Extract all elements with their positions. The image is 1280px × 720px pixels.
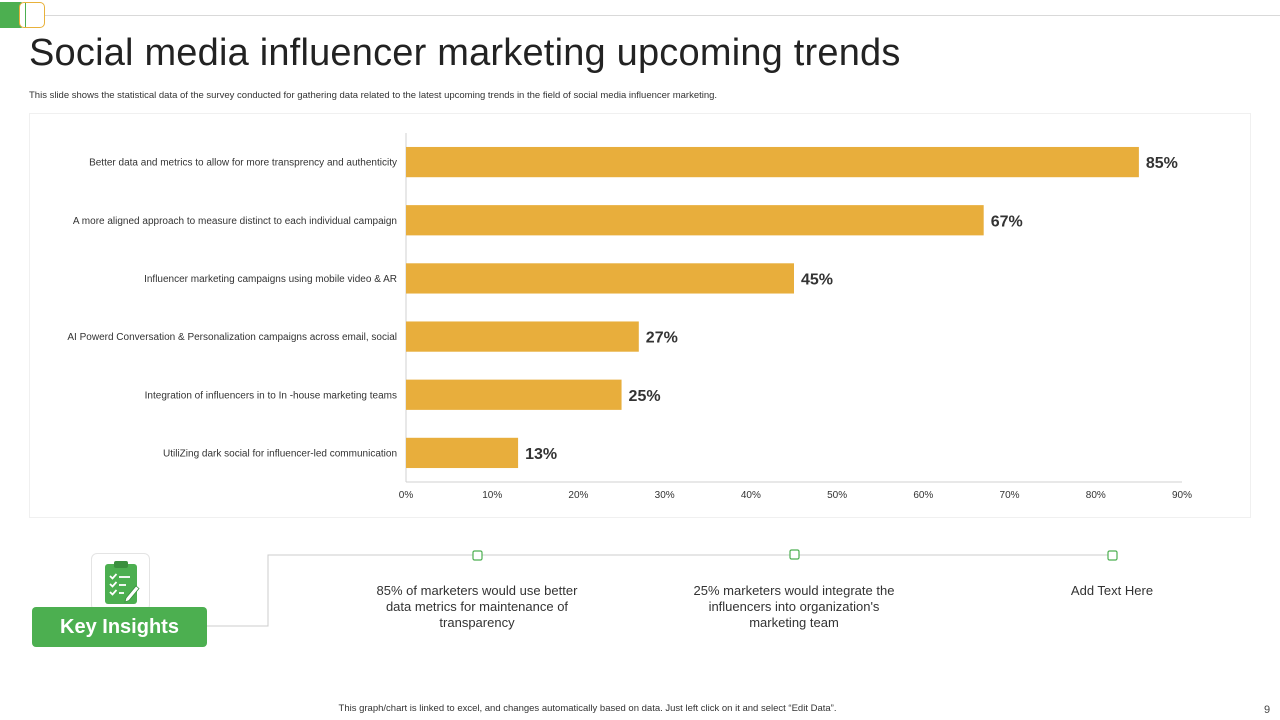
insight-text-3: Add Text Here <box>1070 583 1154 598</box>
category-label-5: Integration of influencers in to In -hou… <box>145 390 397 401</box>
data-label-3: 45% <box>801 271 833 288</box>
data-label-6: 13% <box>525 446 557 463</box>
slide-title: Social media influencer marketing upcomi… <box>29 32 901 74</box>
corner-accent-box <box>19 2 45 28</box>
data-label-1: 85% <box>1146 155 1178 172</box>
chart-bar-4[interactable] <box>406 321 639 352</box>
data-label-2: 67% <box>991 213 1023 230</box>
key-insights-badge: Key Insights <box>32 607 207 647</box>
category-label-6: UtiliZing dark social for influencer-led… <box>163 448 397 459</box>
chart-bar-5[interactable] <box>406 379 622 410</box>
category-label-1: Better data and metrics to allow for mor… <box>89 158 397 169</box>
x-tick-label-2: 10% <box>482 490 502 501</box>
chart-bar-1[interactable] <box>406 146 1139 178</box>
category-label-2: A more aligned approach to measure disti… <box>73 216 397 227</box>
x-tick-label-9: 80% <box>1086 490 1106 501</box>
timeline-node-3 <box>1107 550 1118 561</box>
chart-bar-3[interactable] <box>406 263 794 294</box>
timeline-connector <box>207 554 1113 627</box>
x-tick-label-10: 90% <box>1172 490 1192 501</box>
chart-panel[interactable]: Better data and metrics to allow for mor… <box>29 113 1251 518</box>
corner-accent-line <box>25 3 26 27</box>
top-rule <box>0 15 1280 16</box>
timeline-node-2 <box>789 549 800 560</box>
bar-chart[interactable]: Better data and metrics to allow for mor… <box>30 114 1252 519</box>
x-tick-label-4: 30% <box>655 490 675 501</box>
page-number: 9 <box>1264 704 1271 716</box>
clipboard-check-icon <box>105 561 140 604</box>
data-label-4: 27% <box>646 330 678 347</box>
x-tick-label-6: 50% <box>827 490 847 501</box>
x-tick-label-8: 70% <box>1000 490 1020 501</box>
footer-note: This graph/chart is linked to excel, and… <box>338 703 837 714</box>
chart-bar-6[interactable] <box>406 437 519 469</box>
category-label-4: AI Powerd Conversation & Personalization… <box>67 332 397 343</box>
x-tick-label-5: 40% <box>741 490 761 501</box>
insight-text-1: 85% of marketers would use better data m… <box>376 583 578 630</box>
x-tick-label-1: 0% <box>399 490 414 501</box>
data-label-5: 25% <box>629 388 661 405</box>
chart-bar-2[interactable] <box>406 205 984 236</box>
x-tick-label-7: 60% <box>913 490 933 501</box>
insights-icon-box <box>91 553 150 611</box>
category-label-3: Influencer marketing campaigns using mob… <box>144 274 397 285</box>
x-tick-label-3: 20% <box>568 490 588 501</box>
slide-subtitle: This slide shows the statistical data of… <box>29 90 718 101</box>
insight-text-2: 25% marketers would integrate the influe… <box>693 583 895 630</box>
timeline-node-1 <box>472 550 483 561</box>
